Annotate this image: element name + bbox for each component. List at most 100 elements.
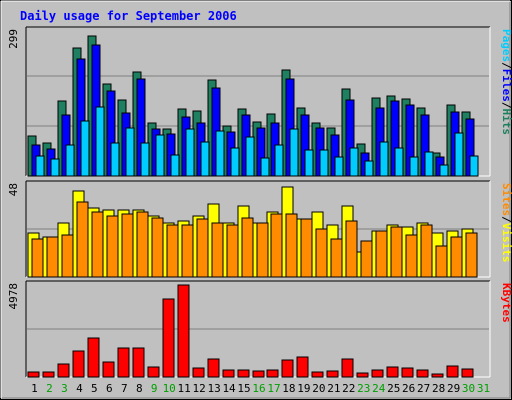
bar-sites-day-9 (151, 217, 164, 278)
bar-sites-day-4 (76, 201, 89, 278)
x-tick-label-14: 14 (222, 382, 236, 395)
bar-pages-day-30 (469, 155, 479, 177)
bar-kbytes-day-23 (356, 372, 369, 378)
x-tick-label-10: 10 (163, 382, 176, 395)
bar-pages-day-7 (125, 127, 135, 177)
bar-sites-day-30 (465, 232, 478, 278)
bar-sites-day-28 (435, 245, 448, 278)
bar-sites-day-8 (136, 211, 149, 278)
bar-kbytes-day-16 (252, 370, 265, 378)
bar-sites-day-23 (360, 240, 373, 278)
bar-pages-day-18 (289, 128, 299, 177)
x-tick-label-4: 4 (76, 382, 83, 395)
bar-sites-day-1 (31, 238, 44, 278)
bar-kbytes-day-2 (42, 371, 55, 378)
ymax-label: 4978 (7, 283, 20, 310)
x-tick-label-30: 30 (462, 382, 475, 395)
bar-kbytes-day-27 (416, 369, 429, 378)
bar-sites-day-26 (405, 234, 418, 278)
x-tick-label-19: 19 (297, 382, 310, 395)
x-tick-label-20: 20 (312, 382, 325, 395)
bar-kbytes-day-24 (371, 369, 384, 378)
x-tick-label-25: 25 (387, 382, 400, 395)
panel-hits-files-pages: 299 Pages/Files/Hits (7, 26, 512, 177)
bar-pages-day-21 (334, 156, 344, 177)
bar-sites-day-22 (345, 220, 358, 278)
x-tick-label-12: 12 (193, 382, 206, 395)
bar-kbytes-day-30 (461, 368, 474, 378)
bar-sites-day-2 (46, 236, 59, 278)
x-tick-label-17: 17 (267, 382, 280, 395)
bar-pages-day-17 (274, 144, 284, 177)
legend-entry-hits: Hits (500, 109, 512, 136)
bar-kbytes-day-26 (401, 367, 414, 378)
bar-kbytes-day-8 (132, 347, 145, 378)
x-tick-label-21: 21 (327, 382, 340, 395)
bar-pages-day-27 (424, 151, 434, 177)
bar-pages-day-2 (50, 158, 60, 177)
legend-entry-sites: Sites (500, 183, 512, 216)
bar-sites-day-6 (106, 215, 119, 278)
bar-sites-day-10 (166, 224, 179, 278)
bar-sites-day-29 (450, 236, 463, 278)
bar-sites-day-24 (375, 230, 388, 278)
bar-sites-day-16 (256, 222, 269, 278)
x-tick-label-29: 29 (447, 382, 460, 395)
bar-pages-day-20 (319, 149, 329, 177)
x-tick-label-3: 3 (61, 382, 68, 395)
bar-kbytes-day-18 (281, 359, 294, 378)
legend-hits-files-pages: Pages/Files/Hits (500, 29, 512, 135)
bar-sites-day-21 (330, 238, 343, 278)
bar-kbytes-day-6 (102, 361, 115, 378)
bar-sites-day-7 (121, 213, 134, 278)
x-tick-label-9: 9 (151, 382, 158, 395)
bar-kbytes-day-25 (386, 366, 399, 378)
panel-kbytes: 4978 KBytes (7, 280, 512, 378)
x-tick-label-7: 7 (121, 382, 128, 395)
legend-entry-files: Files (500, 69, 512, 102)
bar-pages-day-13 (215, 130, 225, 177)
bar-kbytes-day-20 (311, 371, 324, 378)
bar-pages-day-15 (245, 136, 255, 177)
legend-visits-sites: Sites/Visits (500, 183, 512, 263)
x-tick-label-28: 28 (432, 382, 445, 395)
bar-sites-day-17 (270, 213, 283, 278)
legend-separator: / (500, 102, 512, 109)
bar-pages-day-19 (304, 149, 314, 177)
bar-sites-day-12 (196, 218, 209, 278)
bar-pages-day-11 (185, 128, 195, 177)
bar-pages-day-9 (155, 134, 165, 177)
legend-entry-visits: Visits (500, 223, 512, 263)
x-tick-label-15: 15 (237, 382, 250, 395)
bar-kbytes-day-14 (222, 369, 235, 378)
bar-pages-day-22 (349, 147, 359, 177)
bar-pages-day-25 (394, 147, 404, 177)
bar-kbytes-day-28 (431, 373, 444, 378)
bar-kbytes-day-19 (296, 356, 309, 378)
bar-pages-day-16 (260, 157, 270, 177)
bar-pages-day-4 (80, 120, 90, 177)
ymax-label: 48 (7, 183, 20, 196)
bar-kbytes-day-21 (326, 370, 339, 378)
chart-title: Daily usage for September 2006 (20, 9, 237, 23)
bar-kbytes-day-22 (341, 358, 354, 378)
bar-kbytes-day-15 (237, 369, 250, 378)
bar-pages-day-14 (230, 147, 240, 177)
x-tick-label-6: 6 (106, 382, 113, 395)
x-tick-label-24: 24 (372, 382, 386, 395)
bar-kbytes-day-13 (207, 358, 220, 378)
x-tick-label-1: 1 (31, 382, 38, 395)
bar-kbytes-day-29 (446, 365, 459, 378)
bar-sites-day-14 (226, 224, 239, 278)
bar-sites-day-25 (390, 226, 403, 278)
bar-sites-day-11 (181, 224, 194, 278)
bar-sites-day-13 (211, 222, 224, 278)
legend-entry-kbytes: KBytes (500, 283, 512, 323)
bar-kbytes-day-11 (177, 284, 190, 378)
bar-kbytes-day-5 (87, 337, 100, 378)
bar-kbytes-day-7 (117, 347, 130, 378)
ymax-label: 299 (7, 29, 20, 49)
x-tick-label-16: 16 (252, 382, 265, 395)
